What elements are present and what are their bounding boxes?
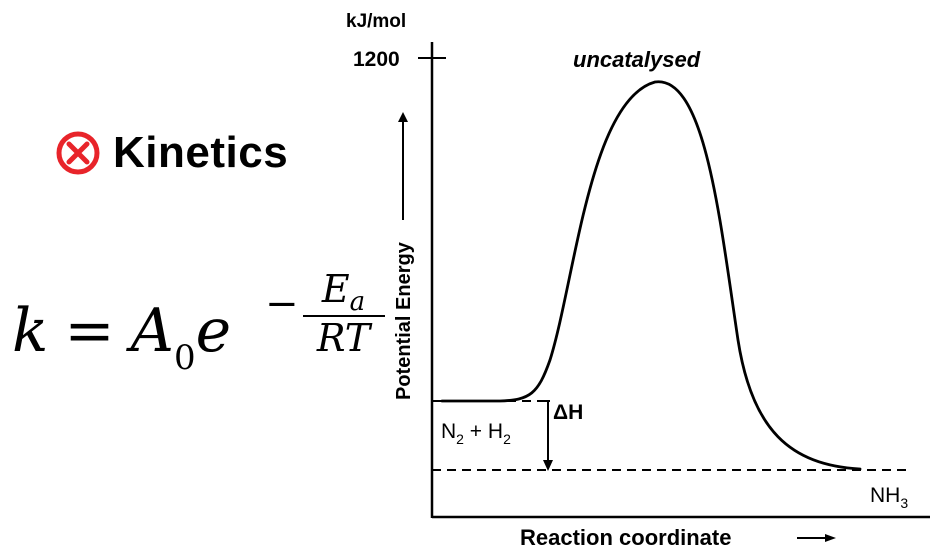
uncatalysed-curve [440, 80, 862, 471]
activation-energy-symbol: E [321, 267, 350, 311]
x-axis-arrow-head [825, 534, 836, 542]
y-axis-label: Potential Energy [393, 241, 415, 400]
y-unit-label: kJ/mol [346, 11, 406, 32]
x-circle-icon [56, 131, 100, 175]
activation-energy-subscript: a [349, 287, 366, 317]
y-axis-title: Potential Energy [393, 112, 415, 400]
x-axis-label: Reaction coordinate [520, 525, 731, 550]
product-label: NH3 [870, 484, 908, 511]
kinetics-heading: Kinetics [55, 128, 288, 178]
curve-label: uncatalysed [573, 47, 701, 72]
euler-symbol: e [195, 296, 232, 366]
exponent: − Ea RT [265, 270, 385, 357]
y-tick-label: 1200 [353, 48, 400, 71]
delta-h-label: ΔH [553, 401, 583, 424]
equals-sign: = [64, 296, 115, 366]
exponent-fraction: Ea RT [302, 267, 385, 360]
fraction-numerator: Ea [321, 267, 365, 317]
rate-constant-symbol: k [12, 296, 49, 366]
pre-exponential-subscript: 0 [173, 338, 196, 378]
fraction-denominator: RT [316, 316, 371, 360]
fraction-bar [302, 315, 385, 317]
y-axis-arrow-head [398, 112, 408, 122]
exponent-minus: − [265, 280, 299, 327]
reactants-label: N2 + H2 [441, 420, 511, 447]
delta-h-arrow-head [543, 460, 553, 471]
kinetics-title: Kinetics [113, 128, 289, 177]
pre-exponential-symbol: A [130, 296, 174, 366]
